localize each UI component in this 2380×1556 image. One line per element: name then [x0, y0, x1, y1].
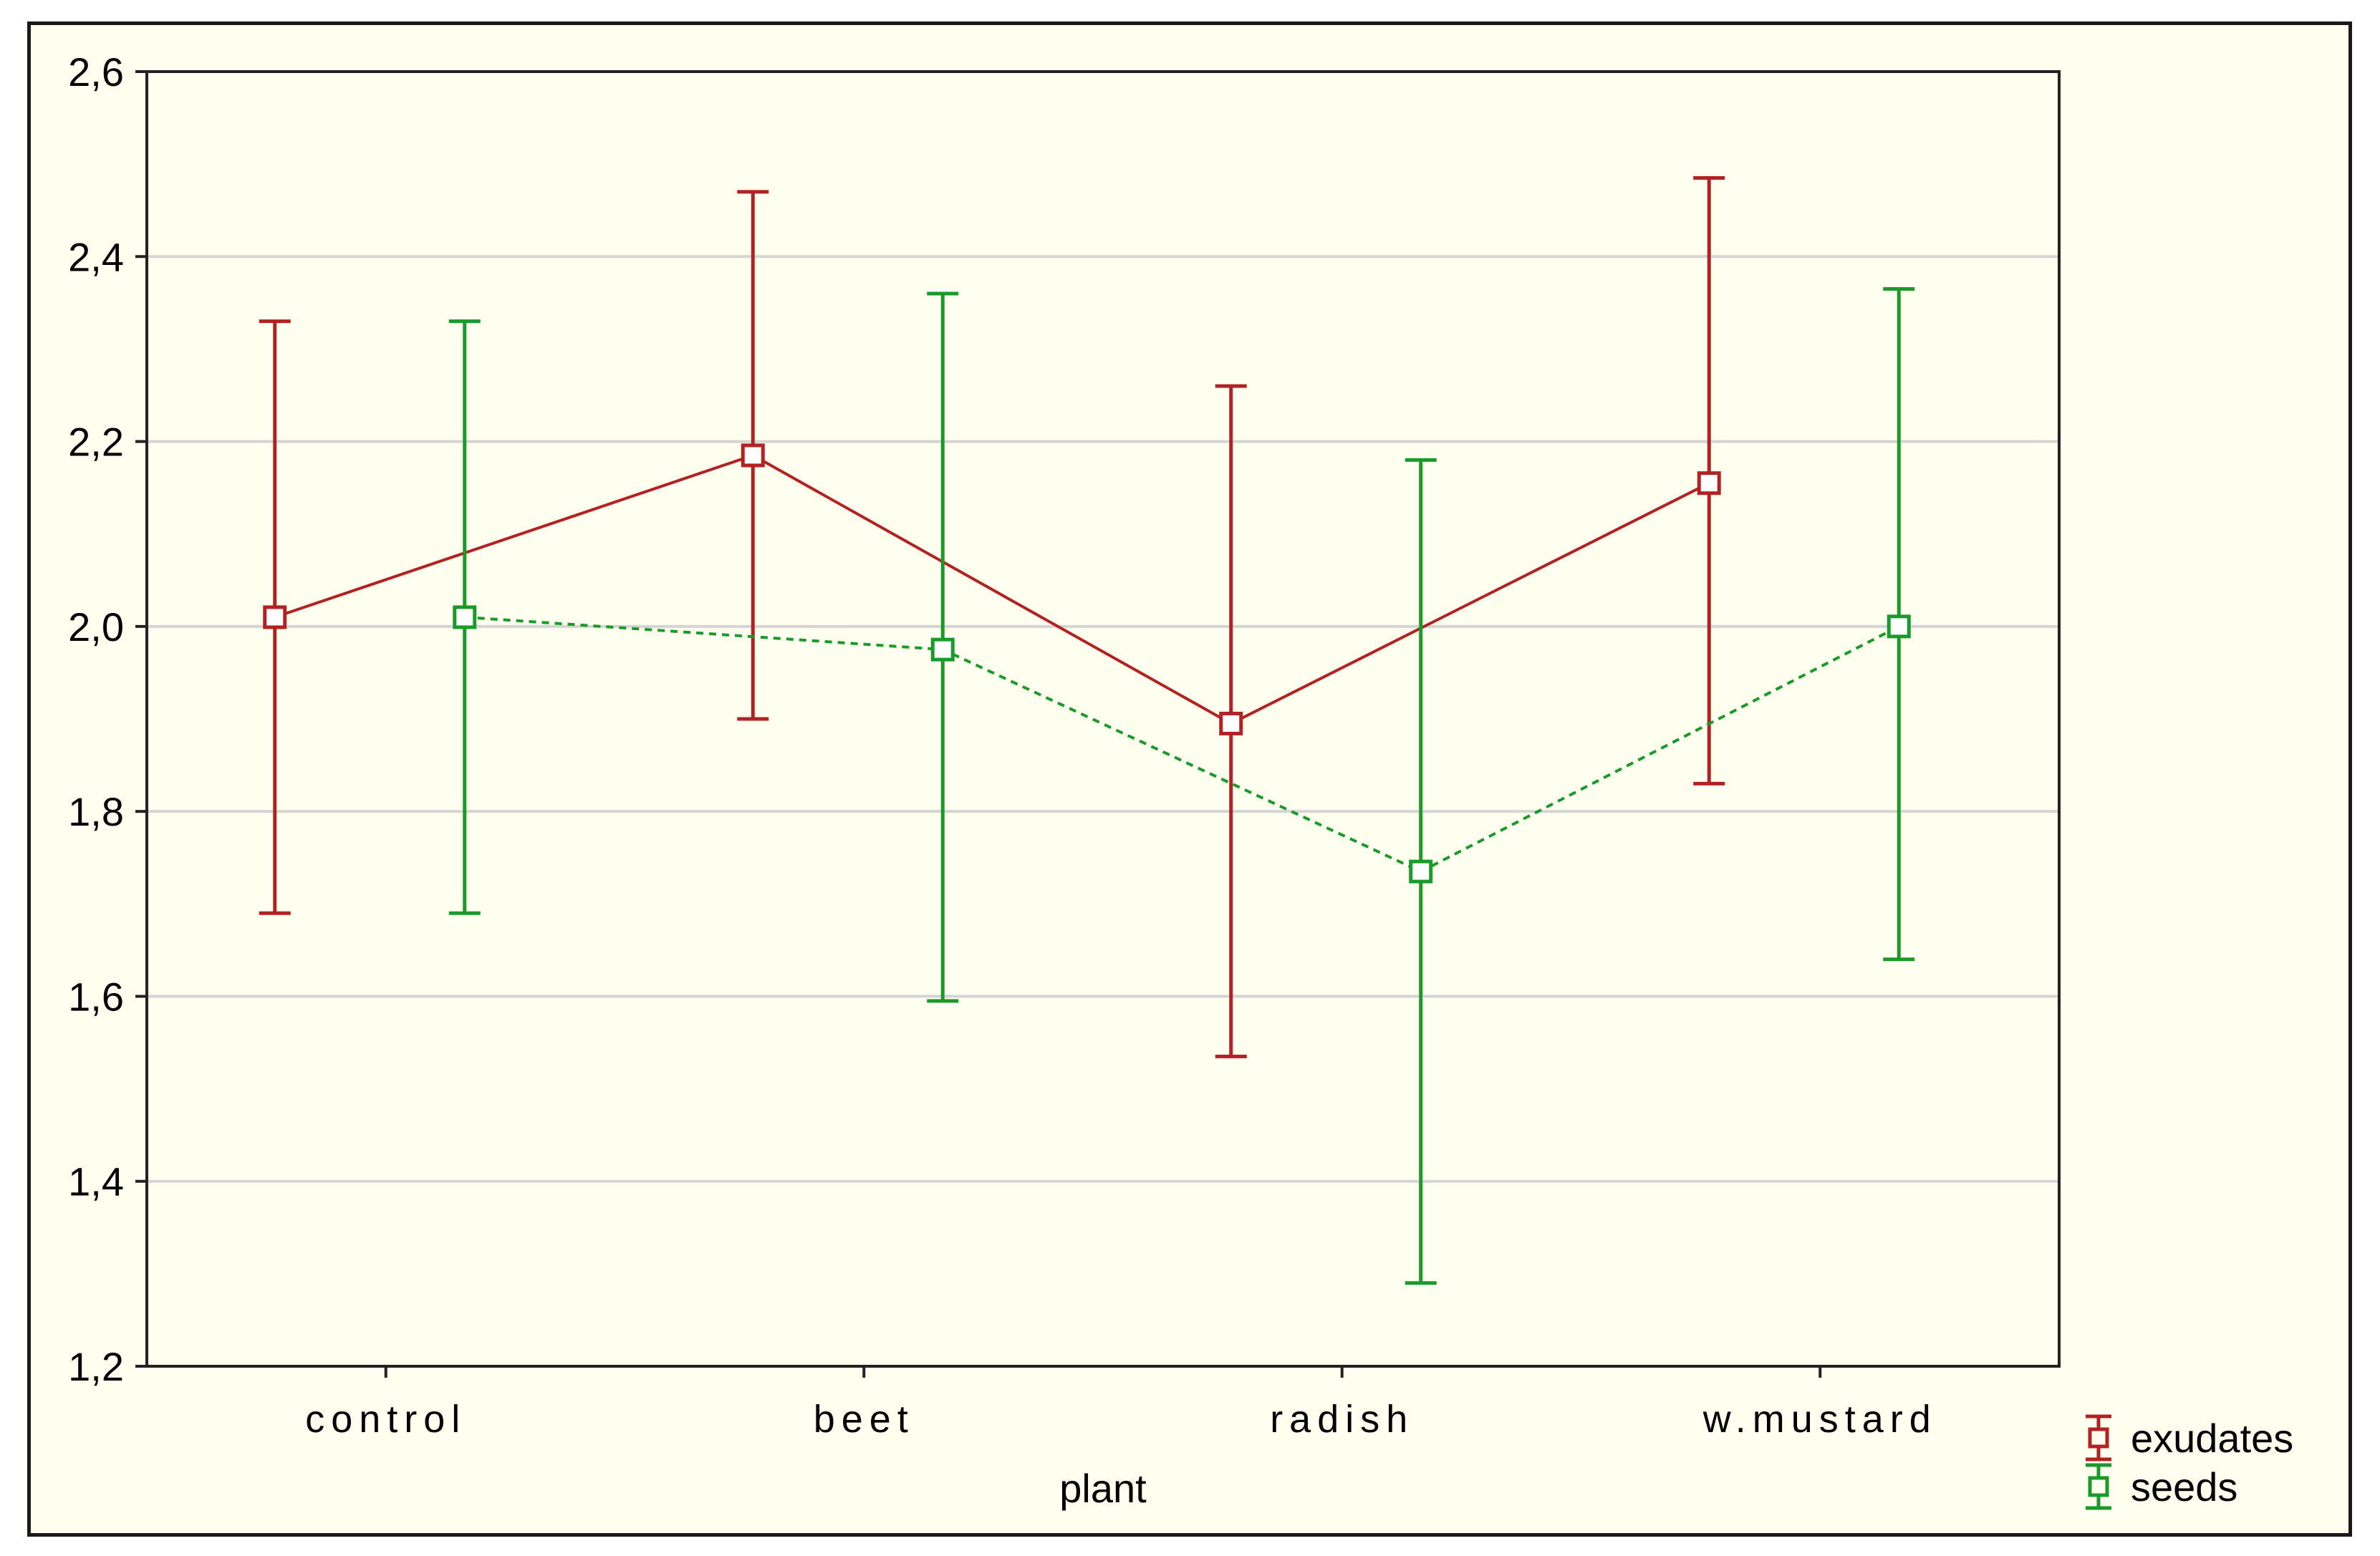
axis-layer: 1,2 1,4 1,6 1,8 2,0 2,2 2,4 2,6 control beet radis…: [68, 49, 1937, 1441]
series-layer: [259, 176, 1915, 1285]
data-point-seeds: [1409, 859, 1433, 884]
y-tick-label: 2,2: [68, 420, 124, 465]
data-point-exudates: [741, 443, 765, 468]
data-point-seeds: [1887, 614, 1911, 639]
data-point-exudates: [263, 605, 287, 629]
y-tick-label: 1,8: [68, 789, 124, 834]
legend-label-exudates: exudates: [2131, 1416, 2293, 1461]
x-tick-label: radish: [1270, 1398, 1414, 1441]
data-point-seeds: [453, 605, 477, 629]
x-tick-label: w.mustard: [1702, 1398, 1937, 1441]
plot-area: [145, 70, 2061, 1368]
data-point-exudates: [1219, 711, 1243, 735]
y-tick-label: 1,2: [68, 1344, 124, 1389]
y-tick-label: 1,4: [68, 1159, 124, 1204]
y-tick-label: 1,6: [68, 974, 124, 1019]
legend-marker-square: [2088, 1427, 2109, 1449]
series-line-exudates: [274, 453, 1710, 725]
data-point-seeds: [930, 637, 955, 662]
x-tick-label: control: [305, 1398, 466, 1441]
x-axis-label: plant: [1059, 1466, 1147, 1511]
y-tick-label: 2,4: [68, 234, 124, 279]
data-point-exudates: [1697, 471, 1721, 496]
x-tick-label: beet: [814, 1398, 915, 1441]
grid-layer: [147, 255, 2059, 1183]
y-tick-label: 2,6: [68, 49, 124, 95]
y-tick-label: 2,0: [68, 604, 124, 649]
chart-frame: [27, 21, 2352, 1537]
legend-marker-square: [2088, 1476, 2109, 1497]
series-line-seeds: [464, 615, 1900, 874]
legend-label-seeds: seeds: [2131, 1464, 2237, 1509]
